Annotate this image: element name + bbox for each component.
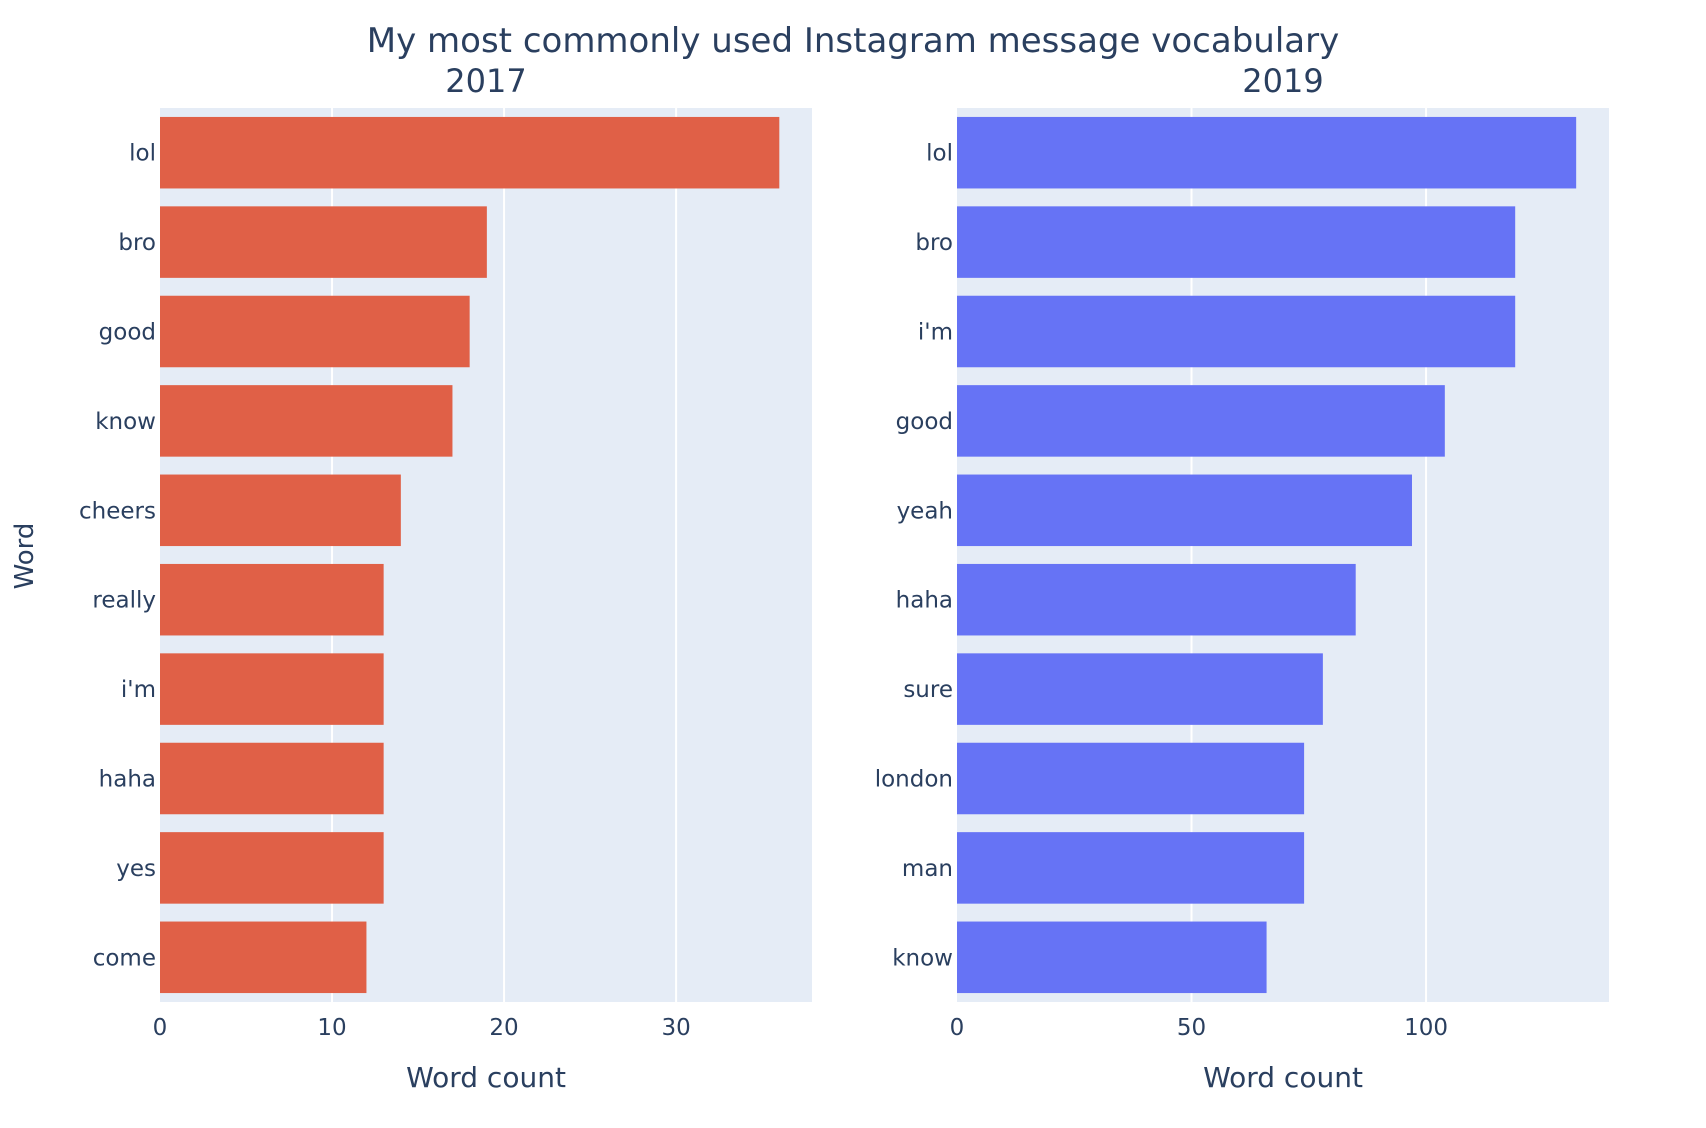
bar-lol <box>957 116 1577 189</box>
x-tick-label: 20 <box>489 1015 518 1041</box>
subplot-0: lol bro good know cheers really i'm haha yes come… <box>79 62 812 1094</box>
bar-cheers <box>160 474 401 547</box>
bar-bro <box>160 206 487 278</box>
bar-im <box>957 295 1516 368</box>
x-tick-label: 50 <box>1177 1015 1206 1041</box>
y-tick-label: know <box>892 945 953 971</box>
x-tick-label: 10 <box>317 1015 346 1041</box>
subplot-panels: lol bro good know cheers really i'm haha yes come… <box>79 62 1609 1094</box>
x-tick-label: 100 <box>1404 1015 1448 1041</box>
bar-haha <box>160 742 384 815</box>
subplot-title: 2017 <box>445 62 526 100</box>
y-tick-label: good <box>99 320 156 346</box>
subplot-title: 2019 <box>1242 62 1323 100</box>
subplot-1: lol bro i'm good yeah haha sure london man know 0 5… <box>875 62 1609 1094</box>
y-tick-label: i'm <box>918 320 953 346</box>
y-tick-label: lol <box>129 141 156 167</box>
bar-im <box>160 653 384 725</box>
y-tick-label: sure <box>903 677 953 703</box>
figure-title: My most commonly used Instagram message … <box>367 21 1339 61</box>
bar-haha <box>957 563 1356 636</box>
y-tick-label: come <box>93 945 156 971</box>
bar-really <box>160 563 384 636</box>
x-axis-title: Word count <box>1203 1061 1363 1094</box>
y-tick-label: i'm <box>121 677 156 703</box>
y-tick-label: know <box>95 409 156 435</box>
bar-london <box>957 742 1305 815</box>
y-tick-label: haha <box>99 767 156 793</box>
x-tick-label: 0 <box>950 1015 965 1041</box>
y-tick-label: cheers <box>79 498 156 524</box>
y-tick-label: yeah <box>897 498 953 524</box>
x-tick-label: 30 <box>661 1015 690 1041</box>
bar-lol <box>160 116 780 189</box>
y-tick-label: good <box>896 409 953 435</box>
y-tick-label: haha <box>896 588 953 614</box>
y-tick-label: lol <box>926 141 953 167</box>
bar-bro <box>957 206 1516 278</box>
y-tick-label: yes <box>116 856 156 882</box>
y-tick-label: really <box>92 588 156 614</box>
y-axis-title: Word <box>10 523 40 590</box>
bar-good <box>957 385 1445 457</box>
bar-yes <box>160 832 384 904</box>
x-axis-title: Word count <box>406 1061 566 1094</box>
y-tick-label: bro <box>915 230 953 256</box>
bar-come <box>160 921 367 994</box>
y-tick-label: man <box>902 856 953 882</box>
bar-sure <box>957 653 1323 725</box>
y-tick-label: bro <box>118 230 156 256</box>
x-tick-label: 0 <box>153 1015 168 1041</box>
bar-good <box>160 295 470 368</box>
bar-yeah <box>957 474 1412 547</box>
y-tick-label: london <box>875 767 953 793</box>
bar-know <box>957 921 1267 994</box>
bar-man <box>957 832 1305 904</box>
bar-know <box>160 385 453 457</box>
